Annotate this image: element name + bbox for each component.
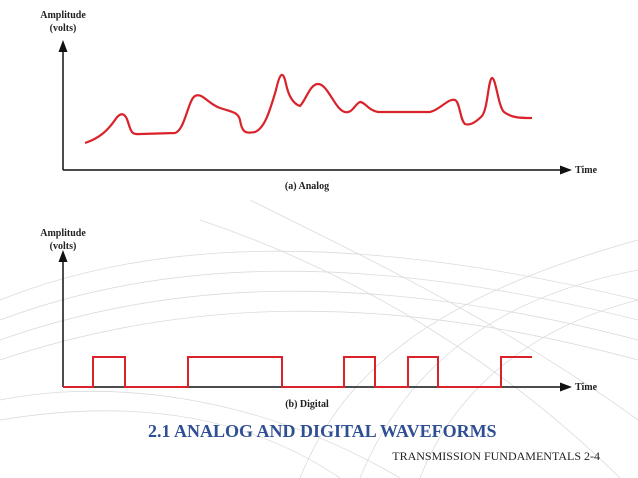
slide-title: 2.1 ANALOG AND DIGITAL WAVEFORMS [148,421,497,441]
digital-wave [63,356,532,388]
caption: (a) Analog [285,181,329,192]
analog-wave [84,73,533,145]
x-label: Time [575,382,598,393]
background-lines [0,199,638,478]
y-label: (volts) [50,241,77,252]
caption: (b) Digital [285,399,329,410]
x-label: Time [575,165,598,176]
footer: TRANSMISSION FUNDAMENTALS 2-4 [392,449,600,463]
y-label: Amplitude [40,10,86,21]
y-label: Amplitude [40,228,86,239]
y-label: (volts) [50,23,77,34]
